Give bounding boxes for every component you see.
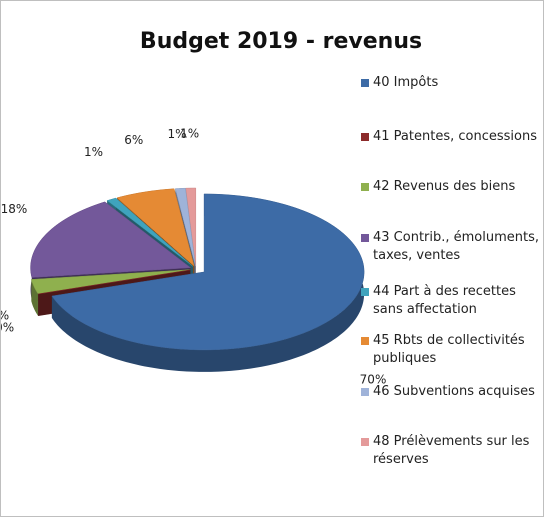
legend-label: 40 Impôts xyxy=(373,75,439,90)
legend-entry: 42 Revenus des biens xyxy=(361,178,541,196)
legend-swatch xyxy=(361,234,369,242)
data-label: 1% xyxy=(168,127,187,141)
data-label: 18% xyxy=(1,202,27,216)
pie-tops xyxy=(30,187,365,351)
slice xyxy=(30,201,192,278)
legend-entry: 43 Contrib., émoluments, taxes, ventes xyxy=(361,229,541,265)
legend-entry: 46 Subventions acquises xyxy=(361,383,541,401)
legend-entry: 40 Impôts xyxy=(361,74,541,92)
legend-entry: 45 Rbts de collectivités publiques xyxy=(361,332,541,368)
slice xyxy=(38,269,191,295)
slice xyxy=(175,187,196,267)
legend-swatch xyxy=(361,133,369,141)
legend-entry: 44 Part à des recettes sans affectation xyxy=(361,283,541,319)
legend-entry: 48 Prélèvements sur les réserves xyxy=(361,433,541,469)
data-label: 1% xyxy=(84,145,103,159)
legend-swatch xyxy=(361,288,369,296)
data-label: 6% xyxy=(124,133,143,147)
slice xyxy=(31,269,191,295)
slice xyxy=(106,197,194,267)
legend-label: 44 Part à des recettes sans affectation xyxy=(373,284,516,317)
legend-entry: 41 Patentes, concessions xyxy=(361,128,541,146)
legend-label: 46 Subventions acquises xyxy=(373,384,535,399)
slice xyxy=(51,193,365,351)
legend-swatch xyxy=(361,388,369,396)
legend-label: 45 Rbts de collectivités publiques xyxy=(373,333,525,366)
data-label: 0% xyxy=(1,321,14,335)
data-label: 70% xyxy=(360,373,387,387)
legend-label: 43 Contrib., émoluments, taxes, ventes xyxy=(373,230,540,263)
slice-side xyxy=(31,279,38,316)
legend-swatch xyxy=(361,79,369,87)
slice xyxy=(116,188,195,267)
slice xyxy=(185,187,197,267)
data-label: 3% xyxy=(1,309,9,323)
data-label: 1% xyxy=(180,127,199,141)
legend-swatch xyxy=(361,183,369,191)
chart-title: Budget 2019 - revenus xyxy=(140,29,422,54)
legend-swatch xyxy=(361,337,369,345)
legend-label: 41 Patentes, concessions xyxy=(373,129,537,144)
legend-label: 42 Revenus des biens xyxy=(373,179,516,194)
legend-label: 48 Prélèvements sur les réserves xyxy=(373,434,530,467)
legend-swatch xyxy=(361,438,369,446)
